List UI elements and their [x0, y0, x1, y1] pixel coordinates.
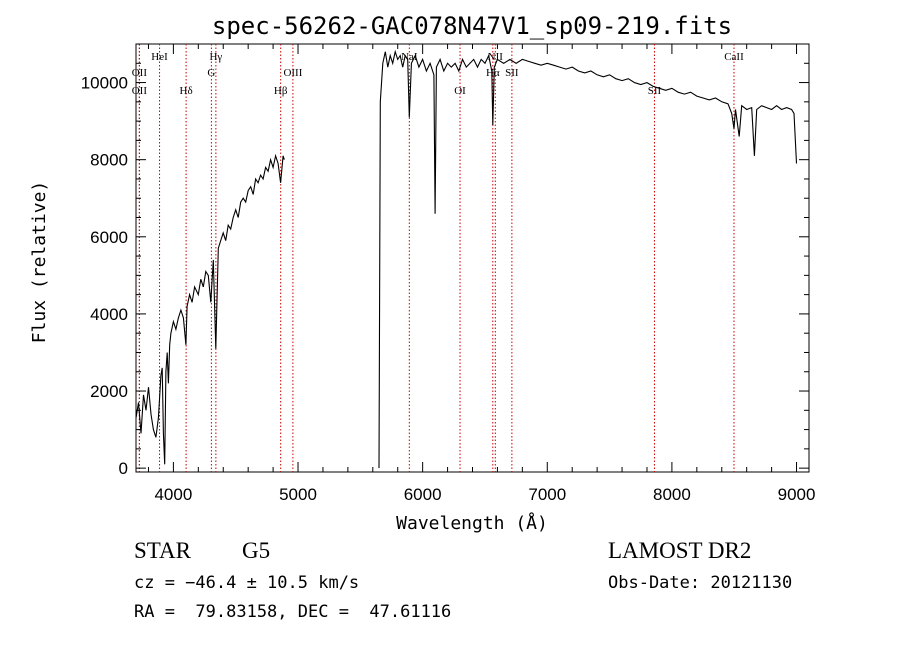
line-label: NaI — [401, 51, 418, 63]
redshift-velocity: cz = −46.4 ± 10.5 km/s — [134, 573, 360, 593]
line-label: HeI — [151, 51, 168, 63]
object-subclass: G5 — [242, 538, 271, 563]
x-tick-label: 4000 — [154, 485, 192, 504]
x-tick-label: 7000 — [528, 485, 566, 504]
x-tick-label: 9000 — [778, 485, 816, 504]
line-label: Hδ — [180, 85, 193, 97]
survey-name: LAMOST DR2 — [608, 538, 752, 563]
y-tick-label: 8000 — [90, 151, 128, 170]
line-label: OII — [132, 85, 148, 97]
spectrum-line — [378, 49, 798, 469]
line-label: Hβ — [274, 85, 288, 97]
x-axis-label: Wavelength (Å) — [396, 512, 548, 534]
ra-dec-coordinates: RA = 79.83158, DEC = 47.61116 — [134, 602, 452, 622]
line-label: SII — [505, 67, 519, 79]
plot-frame — [135, 43, 810, 473]
chart-title: spec-56262-GAC078N47V1_sp09-219.fits — [212, 12, 732, 40]
observation-date: Obs-Date: 20121130 — [608, 573, 793, 593]
line-label: Hγ — [209, 51, 222, 63]
line-label: OIII — [283, 67, 302, 79]
object-class: STAR — [134, 538, 191, 563]
x-tick-label: 5000 — [279, 485, 317, 504]
x-tick-label: 8000 — [653, 485, 691, 504]
y-tick-label: 4000 — [90, 305, 128, 324]
y-tick-label: 10000 — [81, 74, 128, 93]
y-tick-label: 0 — [119, 459, 128, 478]
x-tick-label: 6000 — [404, 485, 442, 504]
line-label: Hα — [486, 67, 500, 79]
line-label: G — [207, 67, 215, 79]
spectrum-line — [135, 153, 285, 465]
y-axis-label: Flux (relative) — [29, 181, 50, 344]
line-label: CaII — [724, 51, 744, 63]
y-tick-label: 2000 — [90, 382, 128, 401]
line-label: OI — [454, 85, 466, 97]
y-tick-label: 6000 — [90, 228, 128, 247]
